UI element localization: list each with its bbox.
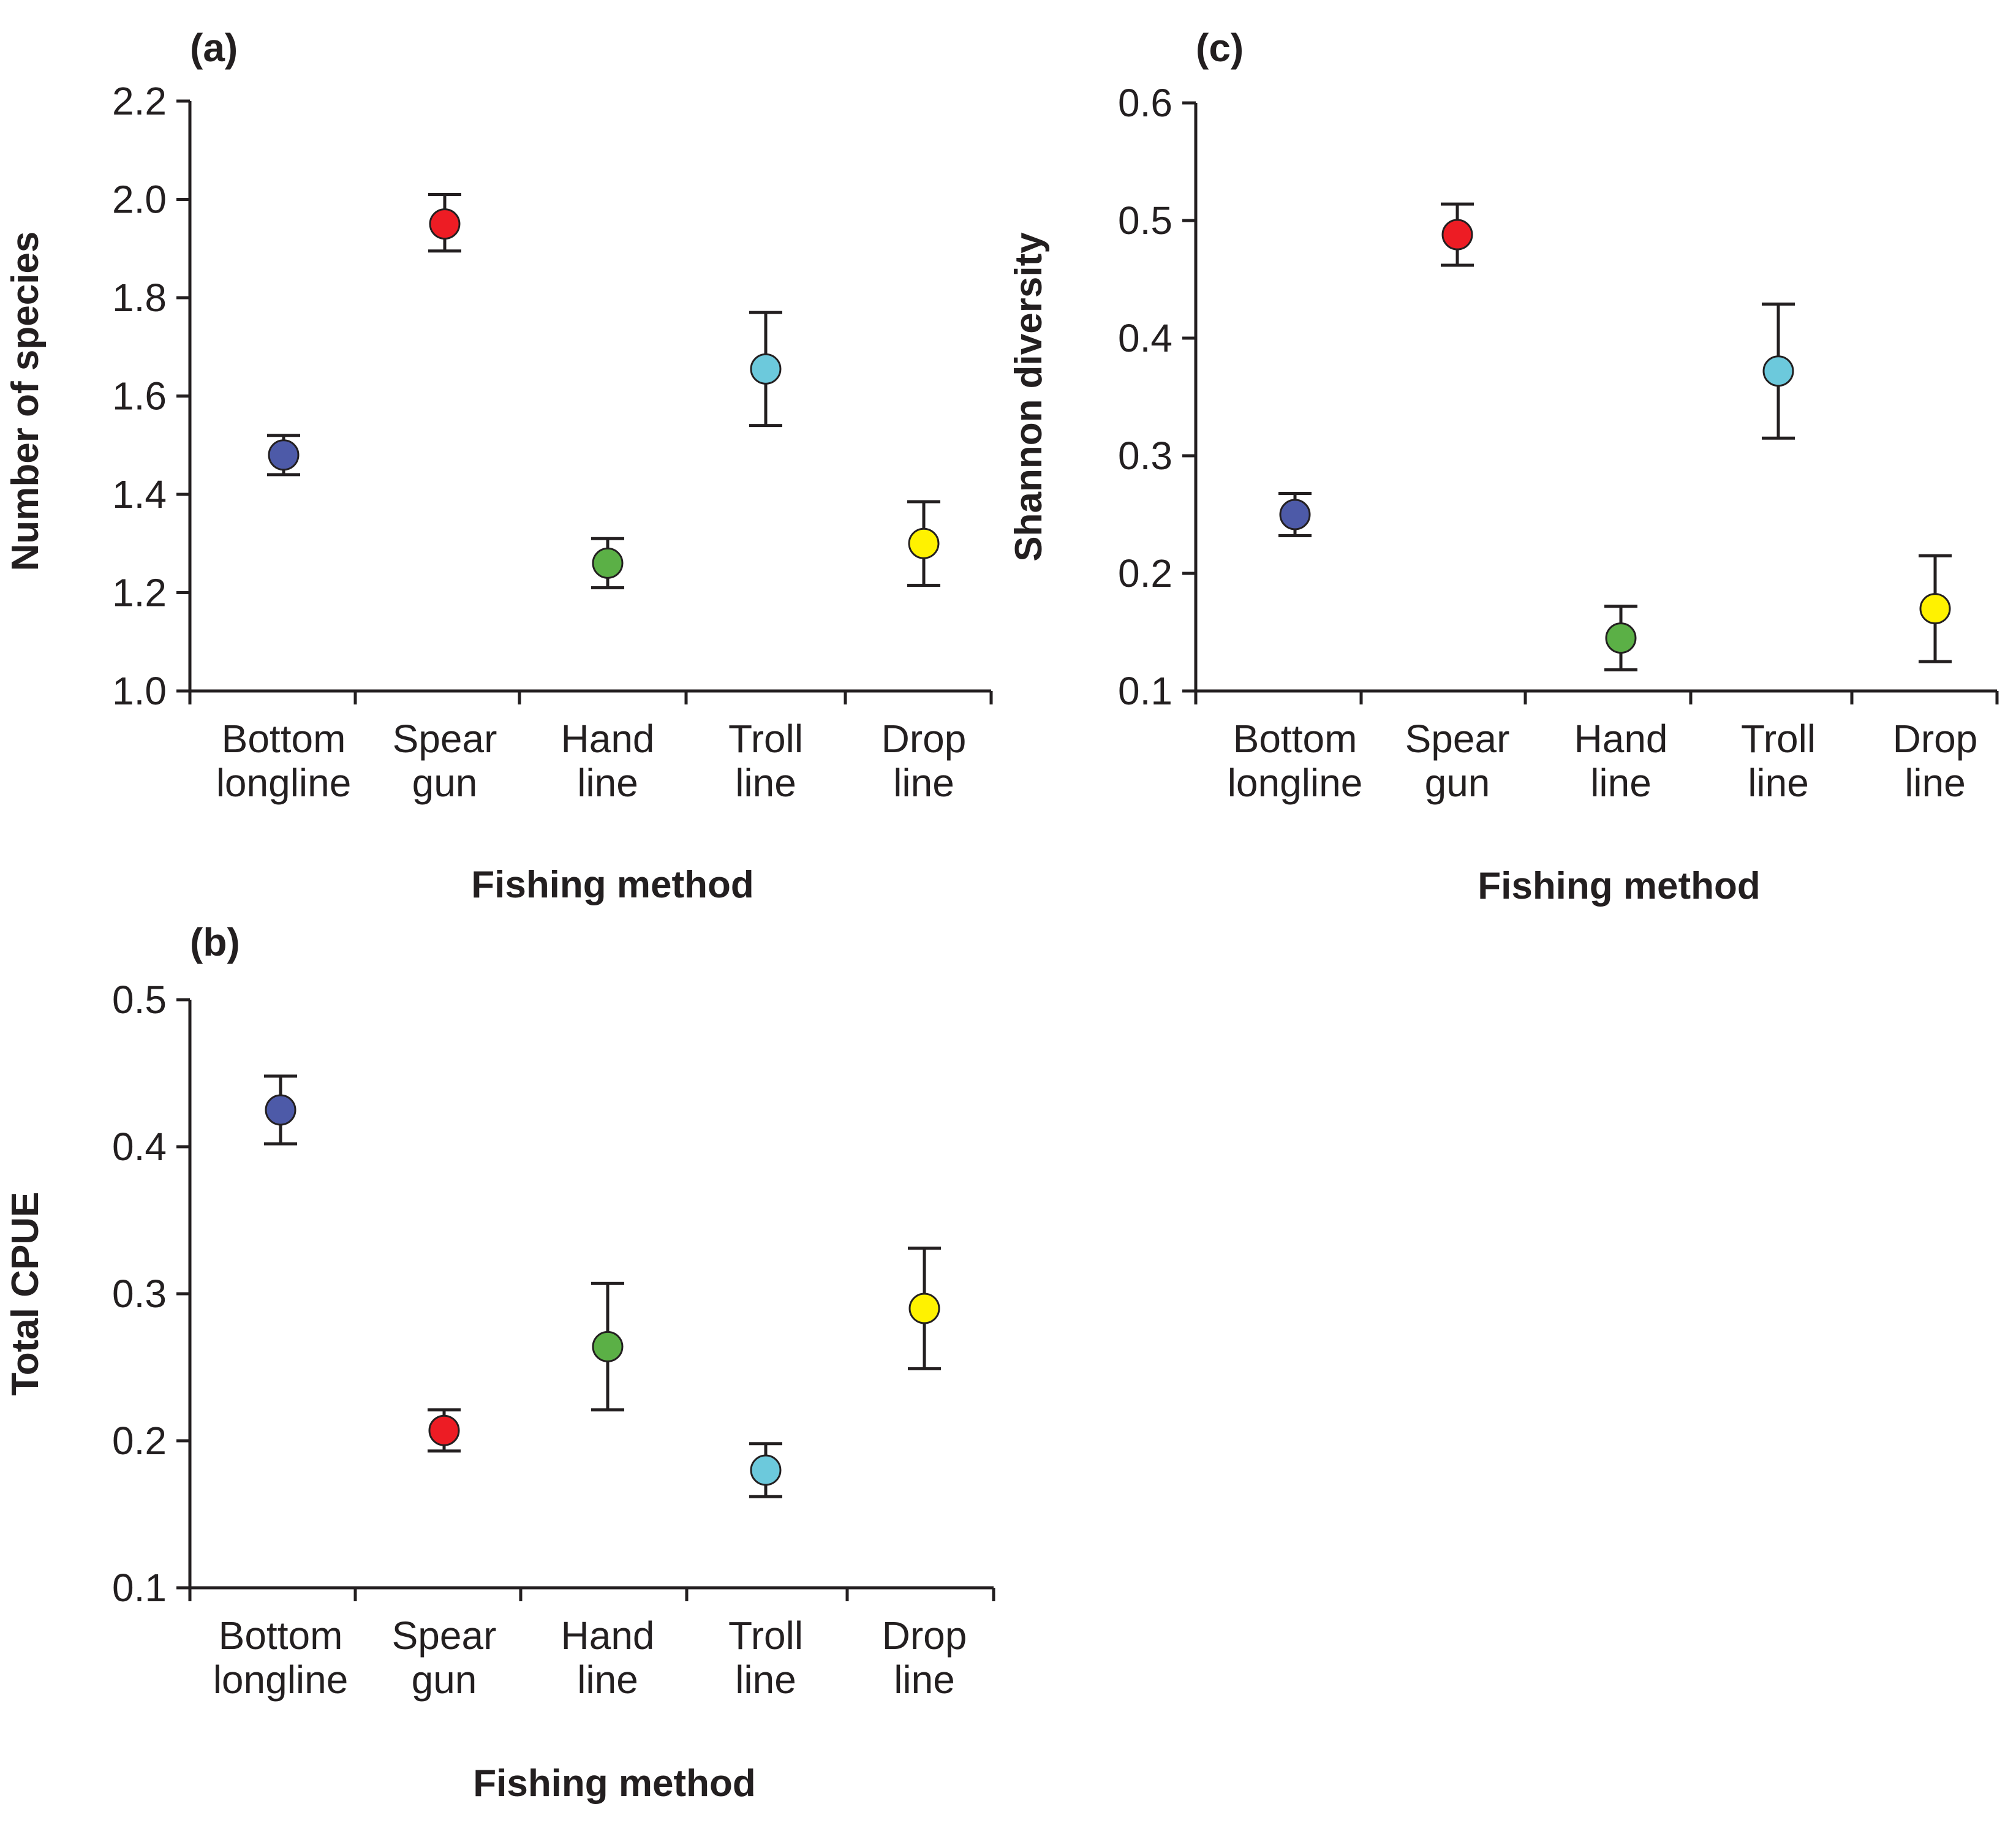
y-tick-label: 1.8 [112, 276, 167, 320]
category-label: line [1590, 761, 1652, 805]
data-point [268, 439, 300, 471]
category-label: gun [412, 761, 478, 805]
category-label: Hand [561, 1614, 655, 1658]
category-label: Bottom [219, 1614, 343, 1658]
y-tick-label: 0.3 [1118, 434, 1172, 478]
category-label: Troll [728, 1614, 803, 1658]
y-axis-title: Shannon diversity [1008, 232, 1050, 562]
data-point [750, 353, 782, 385]
x-axis-title: Fishing method [473, 1762, 756, 1805]
category-label: gun [412, 1658, 477, 1702]
y-tick-label: 0.1 [1118, 669, 1172, 713]
y-tick-label: 0.2 [112, 1419, 167, 1463]
y-tick-label: 1.2 [112, 571, 167, 615]
category-label: Hand [1574, 717, 1668, 761]
category-label: line [735, 1658, 796, 1702]
y-tick-label: 0.6 [1118, 81, 1172, 125]
y-axis-title: Total CPUE [4, 1192, 47, 1396]
category-label: longline [1228, 761, 1363, 805]
category-label: Hand [561, 717, 655, 761]
category-label: line [894, 1658, 955, 1702]
y-tick-label: 0.5 [1118, 198, 1172, 243]
y-tick-label: 0.4 [1118, 316, 1172, 360]
data-point [1441, 219, 1473, 251]
y-tick-label: 1.4 [112, 472, 167, 516]
y-tick-label: 0.4 [112, 1125, 167, 1169]
x-axis-title: Fishing method [471, 864, 754, 906]
category-label: gun [1425, 761, 1490, 805]
category-label: line [577, 1658, 638, 1702]
data-point [428, 1414, 460, 1446]
x-axis-title: Fishing method [1478, 865, 1761, 907]
y-tick-label: 1.0 [112, 669, 167, 713]
category-label: Spear [392, 1614, 497, 1658]
y-axis-title: Number of species [4, 232, 47, 572]
data-point [1605, 622, 1637, 654]
y-tick-label: 0.1 [112, 1566, 167, 1610]
category-label: Troll [1741, 717, 1816, 761]
data-point [750, 1454, 782, 1486]
data-point [429, 208, 461, 240]
data-point [1279, 499, 1311, 530]
category-label: longline [216, 761, 352, 805]
y-tick-label: 1.6 [112, 374, 167, 418]
y-tick-label: 0.3 [112, 1272, 167, 1316]
category-label: Drop [1893, 717, 1978, 761]
y-tick-label: 2.2 [112, 79, 167, 123]
data-point [592, 547, 624, 579]
category-label: line [735, 761, 796, 805]
data-point [908, 527, 940, 559]
category-label: Bottom [1233, 717, 1357, 761]
category-label: Spear [393, 717, 497, 761]
data-point [1919, 593, 1951, 625]
category-label: Drop [882, 1614, 967, 1658]
category-label: line [577, 761, 638, 805]
panel-label: (a) [190, 26, 238, 70]
data-point [265, 1094, 296, 1126]
category-label: line [1905, 761, 1966, 805]
data-point [908, 1293, 940, 1324]
panel-label: (b) [190, 920, 240, 964]
panel-label: (c) [1196, 26, 1244, 70]
category-label: longline [213, 1658, 349, 1702]
y-tick-label: 0.5 [112, 978, 167, 1022]
category-label: Spear [1405, 717, 1510, 761]
data-point [1762, 355, 1794, 387]
category-label: line [893, 761, 954, 805]
y-tick-label: 0.2 [1118, 551, 1172, 595]
category-label: line [1748, 761, 1809, 805]
y-tick-label: 2.0 [112, 178, 167, 222]
category-label: Bottom [222, 717, 346, 761]
category-label: Drop [882, 717, 967, 761]
category-label: Troll [728, 717, 803, 761]
data-point [592, 1330, 624, 1362]
